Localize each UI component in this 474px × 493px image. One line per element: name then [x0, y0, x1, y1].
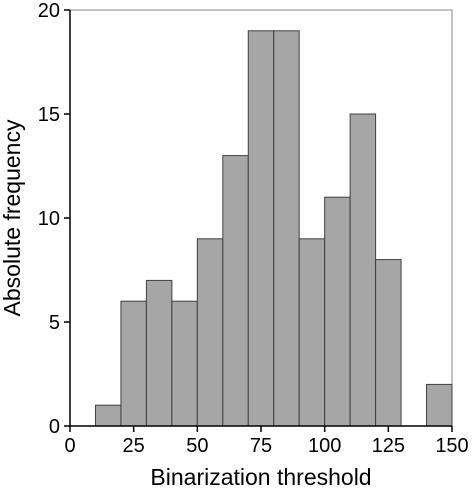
bar-90-100 [298, 238, 326, 427]
bar-60-70 [222, 155, 249, 427]
bar-100-110 [324, 196, 351, 427]
y-tick-label-0: 0 [49, 416, 60, 438]
x-tick-label-150: 150 [435, 435, 468, 457]
y-axis-label: Absolute frequency [0, 119, 25, 316]
bar-30-40 [145, 279, 173, 427]
x-tick-label-0: 0 [64, 435, 75, 457]
x-tick-label-125: 125 [372, 435, 405, 457]
bar-40-50 [171, 300, 198, 427]
bar-140-150 [426, 383, 453, 427]
bar-70-80 [247, 30, 275, 427]
x-axis-label: Binarization threshold [150, 464, 371, 490]
x-tick-label-25: 25 [123, 435, 145, 457]
y-tick-label-15: 15 [38, 104, 60, 126]
bar-50-60 [196, 238, 224, 427]
y-tick-label-5: 5 [49, 312, 60, 334]
bars-group [94, 30, 453, 427]
y-tick-label-10: 10 [38, 208, 60, 230]
bar-80-90 [273, 30, 300, 427]
y-tick-label-20: 20 [38, 0, 60, 22]
x-tick-label-75: 75 [250, 435, 272, 457]
bar-10-20 [94, 404, 122, 427]
x-tick-label-100: 100 [308, 435, 341, 457]
bar-120-130 [375, 259, 402, 427]
bar-110-120 [349, 113, 377, 427]
y-ticks-group: 0 5 10 15 20 [38, 0, 70, 438]
bar-20-30 [120, 300, 147, 427]
x-ticks-group: 0 25 50 75 100 125 150 [64, 426, 469, 457]
x-tick-label-50: 50 [186, 435, 208, 457]
